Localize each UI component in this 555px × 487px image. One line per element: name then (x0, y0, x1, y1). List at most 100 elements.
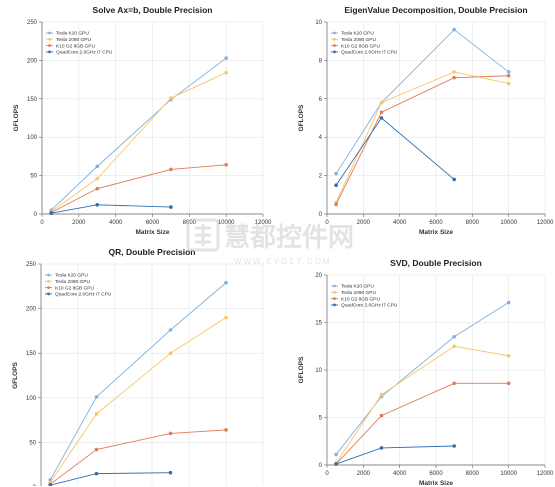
y-tick-label: 10 (315, 20, 322, 26)
y-axis-label: GFLOPS (298, 356, 305, 383)
series-line (49, 282, 227, 481)
legend-label: QuadCore 2.0GHz i7 CPU (55, 292, 112, 298)
chart-3: QR, Double Precision05010015020025002000… (12, 247, 264, 486)
legend-label: Tesla K20 GPU (55, 273, 88, 279)
y-axis-label: GFLOPS (12, 361, 19, 388)
series-3 (334, 73, 511, 207)
legend-label: Tesla K20 GPU (56, 31, 89, 37)
legend-marker (333, 50, 336, 54)
data-point (168, 470, 173, 475)
watermark-text: 慧都控件网 (224, 223, 354, 253)
data-point (506, 381, 511, 386)
series-2 (48, 315, 228, 485)
series-line (335, 117, 455, 186)
y-tick-label: 0 (319, 212, 323, 218)
series-1 (334, 300, 511, 457)
x-tick-label: 10000 (500, 471, 517, 477)
series-line (335, 302, 509, 455)
chart-1: Solve Ax=b, Double Precision 0 50 100 150 200… (13, 5, 272, 236)
data-point (506, 73, 511, 78)
y-tick-label: 50 (30, 174, 37, 180)
data-point (49, 211, 54, 216)
legend-label: K10 G2 8GB GPU (55, 285, 94, 291)
x-tick-label: 12000 (537, 220, 554, 226)
series-line (51, 164, 227, 213)
data-point (224, 163, 228, 167)
y-tick-label: 250 (26, 262, 37, 268)
data-point (334, 462, 338, 466)
legend-label: QuadCore 2.0GHz i7 CPU (56, 50, 113, 56)
legend-marker (48, 31, 51, 35)
y-tick-label: 20 (315, 273, 322, 279)
data-point (334, 183, 338, 187)
data-point (506, 70, 511, 74)
data-point (169, 205, 173, 209)
series-3 (49, 163, 228, 215)
data-point (452, 381, 456, 386)
y-tick-label: 200 (26, 307, 37, 313)
data-point (168, 431, 173, 436)
data-point (224, 56, 228, 60)
x-tick-label: 6000 (146, 220, 160, 226)
x-tick-label: 8000 (466, 471, 480, 477)
legend-marker (47, 286, 50, 289)
x-tick-label: 6000 (429, 220, 443, 226)
watermark: 慧都控件网 WWW.EVGET.COM (186, 218, 354, 266)
legend-marker (47, 279, 50, 283)
x-tick-label: 12000 (537, 471, 554, 477)
legend-label: QuadCore 2.0GHz i7 CPU (341, 50, 398, 56)
legend-marker (333, 290, 336, 294)
data-point (379, 110, 384, 115)
y-tick-label: 150 (26, 351, 37, 357)
x-axis-label: Matrix Size (136, 229, 170, 236)
data-point (169, 96, 173, 100)
x-tick-label: 4000 (393, 471, 407, 477)
legend-marker (333, 31, 336, 35)
data-point (452, 27, 456, 32)
x-tick-label: 10000 (218, 220, 235, 226)
y-tick-label: 200 (27, 58, 38, 64)
x-tick-label: 8000 (466, 220, 480, 226)
data-point (95, 202, 100, 207)
series-line (51, 204, 171, 214)
series-line (50, 472, 171, 486)
data-point (452, 177, 456, 182)
legend-marker (47, 273, 50, 277)
series-line (335, 29, 509, 174)
legend-label: QuadCore 2.0GHz i7 CPU (341, 303, 398, 309)
data-point (379, 392, 384, 397)
chart-2: EigenValue Decomposition, Double Precisi… (298, 5, 554, 236)
x-tick-label: 0 (325, 220, 329, 226)
y-tick-label: 0 (33, 485, 37, 486)
y-tick-label: 4 (319, 135, 323, 141)
series-1 (49, 56, 228, 212)
legend-label: Tesla 2090 GPU (56, 37, 91, 43)
y-tick-label: 50 (29, 440, 36, 446)
data-point (94, 395, 99, 399)
data-point (94, 471, 99, 476)
data-point (224, 428, 228, 432)
data-point (334, 202, 338, 207)
data-point (168, 351, 173, 355)
x-tick-label: 8000 (183, 220, 197, 226)
chart-4: SVD, Double Precision 0 5 10 15 20 0 2000 4000 60… (298, 258, 554, 486)
y-tick-label: 10 (315, 368, 322, 374)
data-point (452, 344, 456, 349)
series-3 (48, 428, 228, 486)
data-point (224, 315, 228, 320)
data-point (224, 70, 228, 75)
data-point (379, 413, 384, 418)
x-tick-label: 0 (325, 471, 329, 477)
data-point (95, 164, 100, 169)
chart-title: SVD, Double Precision (390, 258, 482, 268)
data-point (506, 353, 511, 358)
chart-title: Solve Ax=b, Double Precision (93, 5, 213, 15)
legend-label: Tesla K20 GPU (341, 31, 374, 37)
legend-marker (333, 44, 336, 47)
y-tick-label: 5 (319, 416, 323, 422)
x-tick-label: 10000 (500, 220, 517, 226)
x-tick-label: 4000 (109, 220, 123, 226)
series-4 (48, 470, 173, 486)
